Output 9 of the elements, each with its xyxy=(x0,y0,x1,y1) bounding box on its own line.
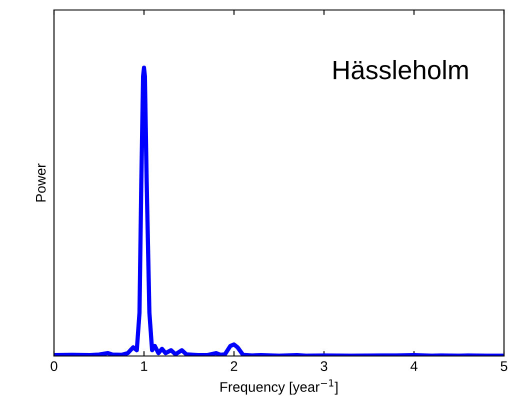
y-axis-title: Power xyxy=(36,164,46,202)
x-tick-label: 5 xyxy=(500,361,508,372)
x-tick-label: 1 xyxy=(141,361,148,371)
x-tick-label: 2 xyxy=(230,361,238,371)
x-tick-label: 3 xyxy=(320,361,328,372)
x-axis-title: Frequency [year$^{−1}$] xyxy=(220,379,338,395)
annotation: Hässleholm xyxy=(334,60,468,80)
x-tick-label: 0 xyxy=(50,361,58,372)
x-tick-label: 4 xyxy=(410,361,418,371)
